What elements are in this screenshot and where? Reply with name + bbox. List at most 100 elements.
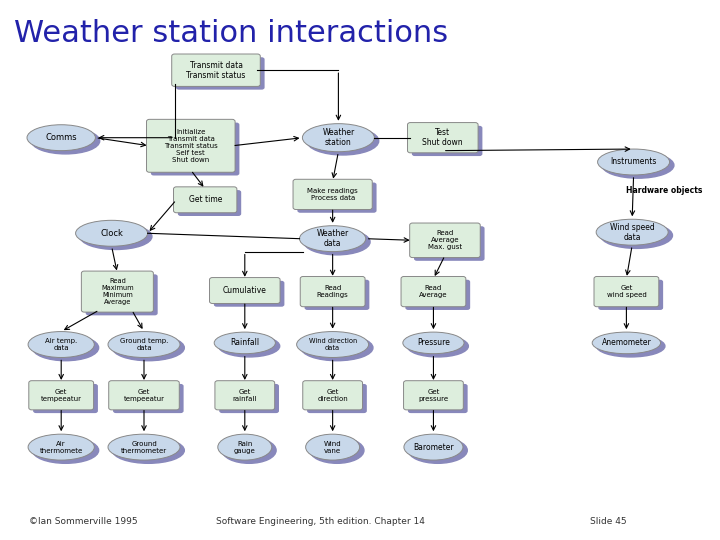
FancyBboxPatch shape (151, 123, 239, 176)
Text: Wind speed
data: Wind speed data (610, 222, 654, 242)
Ellipse shape (76, 220, 148, 246)
FancyBboxPatch shape (598, 280, 663, 310)
FancyBboxPatch shape (174, 187, 237, 213)
FancyBboxPatch shape (594, 276, 659, 307)
Ellipse shape (403, 332, 464, 354)
Ellipse shape (297, 332, 369, 357)
Ellipse shape (304, 229, 370, 255)
Text: Ground
thermometer: Ground thermometer (121, 441, 167, 454)
Text: Read
Average: Read Average (419, 285, 448, 298)
Text: Anemometer: Anemometer (601, 339, 652, 347)
Ellipse shape (112, 335, 184, 361)
Text: Weather
station: Weather station (323, 128, 354, 147)
Ellipse shape (222, 437, 276, 463)
FancyBboxPatch shape (220, 384, 279, 413)
Text: Weather station interactions: Weather station interactions (14, 19, 449, 48)
Text: Initialize
Transmit data
Transmit status
Self test
Shut down: Initialize Transmit data Transmit status… (164, 129, 217, 163)
FancyBboxPatch shape (307, 384, 367, 413)
Text: Air
thermomete: Air thermomete (40, 441, 83, 454)
Text: Instruments: Instruments (611, 158, 657, 166)
Text: Software Engineering, 5th edition. Chapter 14: Software Engineering, 5th edition. Chapt… (216, 517, 425, 526)
Ellipse shape (306, 434, 360, 460)
FancyBboxPatch shape (410, 223, 480, 258)
Ellipse shape (219, 335, 280, 357)
Ellipse shape (80, 224, 152, 249)
Text: Get
wind speed: Get wind speed (606, 285, 647, 298)
Text: Cumulative: Cumulative (223, 286, 266, 295)
FancyBboxPatch shape (405, 280, 470, 310)
FancyBboxPatch shape (408, 384, 468, 413)
Ellipse shape (301, 335, 373, 361)
Ellipse shape (596, 335, 665, 357)
FancyBboxPatch shape (178, 190, 241, 216)
Ellipse shape (32, 335, 99, 361)
Ellipse shape (307, 127, 379, 155)
Text: Read
Readings: Read Readings (317, 285, 348, 298)
Text: Get
tempeeatur: Get tempeeatur (41, 389, 81, 402)
Text: ©Ian Sommerville 1995: ©Ian Sommerville 1995 (29, 517, 138, 526)
Text: Rain
gauge: Rain gauge (234, 441, 256, 454)
Ellipse shape (596, 219, 668, 245)
FancyBboxPatch shape (300, 276, 365, 307)
Text: Pressure: Pressure (417, 339, 450, 347)
Ellipse shape (27, 125, 95, 151)
Text: Read
Average
Max. gust: Read Average Max. gust (428, 230, 462, 251)
Text: Hardware objects: Hardware objects (626, 186, 703, 194)
FancyBboxPatch shape (86, 274, 158, 315)
FancyBboxPatch shape (109, 381, 179, 410)
FancyBboxPatch shape (214, 281, 284, 307)
Text: Test
Shut down: Test Shut down (423, 128, 463, 147)
FancyBboxPatch shape (113, 384, 184, 413)
FancyBboxPatch shape (176, 57, 265, 90)
Ellipse shape (32, 128, 99, 154)
FancyBboxPatch shape (172, 54, 261, 86)
Ellipse shape (300, 226, 366, 252)
FancyBboxPatch shape (403, 381, 464, 410)
Text: Air temp.
data: Air temp. data (45, 338, 77, 351)
Text: Get time: Get time (189, 195, 222, 204)
FancyBboxPatch shape (412, 126, 482, 156)
FancyBboxPatch shape (215, 381, 275, 410)
Text: Rainfall: Rainfall (230, 339, 259, 347)
FancyBboxPatch shape (414, 226, 485, 261)
Text: Get
direction: Get direction (318, 389, 348, 402)
FancyBboxPatch shape (29, 381, 94, 410)
FancyBboxPatch shape (81, 271, 153, 312)
Ellipse shape (310, 437, 364, 463)
Text: Get
rainfall: Get rainfall (233, 389, 257, 402)
Text: Get
tempeeatur: Get tempeeatur (124, 389, 164, 402)
Text: Clock: Clock (100, 229, 123, 238)
Ellipse shape (32, 437, 99, 463)
Ellipse shape (108, 434, 180, 460)
FancyBboxPatch shape (210, 278, 280, 303)
Ellipse shape (404, 434, 463, 460)
Ellipse shape (592, 332, 661, 354)
Text: Barometer: Barometer (413, 443, 454, 451)
Ellipse shape (602, 152, 674, 178)
Ellipse shape (28, 332, 94, 357)
FancyBboxPatch shape (408, 123, 478, 153)
FancyBboxPatch shape (297, 183, 377, 213)
Ellipse shape (598, 149, 670, 175)
Text: Weather
data: Weather data (317, 229, 348, 248)
Text: Get
pressure: Get pressure (418, 389, 449, 402)
FancyBboxPatch shape (305, 280, 369, 310)
Ellipse shape (408, 335, 469, 357)
Text: Ground temp.
data: Ground temp. data (120, 338, 168, 351)
FancyBboxPatch shape (33, 384, 98, 413)
Ellipse shape (108, 332, 180, 357)
Text: Slide 45: Slide 45 (590, 517, 627, 526)
FancyBboxPatch shape (293, 179, 372, 210)
Text: Read
Maximum
Minimum
Average: Read Maximum Minimum Average (101, 278, 134, 305)
Ellipse shape (600, 222, 672, 248)
Ellipse shape (28, 434, 94, 460)
FancyBboxPatch shape (401, 276, 466, 307)
Ellipse shape (218, 434, 272, 460)
Ellipse shape (302, 124, 374, 152)
Text: Comms: Comms (45, 133, 77, 142)
Text: Wind direction
data: Wind direction data (308, 338, 357, 351)
Text: Make readings
Process data: Make readings Process data (307, 188, 358, 201)
Ellipse shape (408, 437, 467, 463)
FancyBboxPatch shape (303, 381, 363, 410)
FancyBboxPatch shape (147, 119, 235, 172)
